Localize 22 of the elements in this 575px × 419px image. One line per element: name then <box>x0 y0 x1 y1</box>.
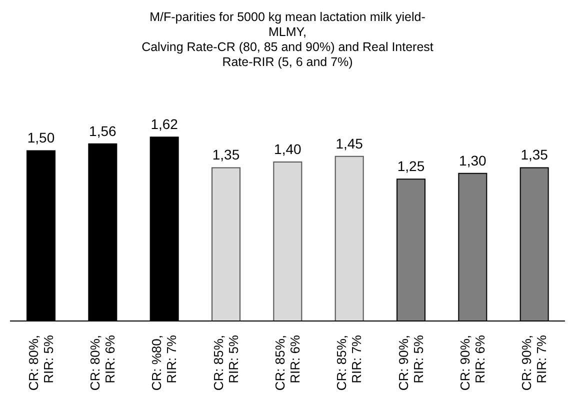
chart-title: M/F-parities for 5000 kg mean lactation milk yield- MLMY, Calving Rate-CR (80, 85 and 90%) and Real Interest Rate-RIR (5, 6 and 7%) <box>140 9 434 70</box>
bar <box>273 162 302 321</box>
x-tick-label: CR: 85%, RIR: 7% <box>334 334 364 391</box>
data-label: 1,50 <box>27 130 55 146</box>
data-label: 1,56 <box>89 122 117 139</box>
bar <box>212 167 240 321</box>
x-tick-label: CR: 90%, RIR: 7% <box>519 334 550 391</box>
x-tick-label: CR: %80, RIR: 7% <box>149 334 180 391</box>
data-label: 1,25 <box>397 158 425 174</box>
data-label: 1,30 <box>459 152 487 168</box>
data-label: 1,40 <box>274 141 302 158</box>
x-tick-label: CR: 85%, RIR: 5% <box>210 334 241 391</box>
bar <box>334 156 364 321</box>
x-tick-label: CR: 85%, RIR: 6% <box>272 334 302 391</box>
data-label: 1,62 <box>150 116 178 132</box>
x-tick-label: CR: 80%, RIR: 5% <box>26 334 56 391</box>
data-label: 1,35 <box>520 146 548 163</box>
x-tick-label: CR: 90%, RIR: 5% <box>396 334 426 391</box>
x-tick-label: CR: 90%, RIR: 6% <box>458 334 488 391</box>
data-label: 1,35 <box>212 146 240 163</box>
data-label: 1,45 <box>336 135 364 152</box>
x-tick-label: CR: 80%, RIR: 6% <box>88 334 118 391</box>
